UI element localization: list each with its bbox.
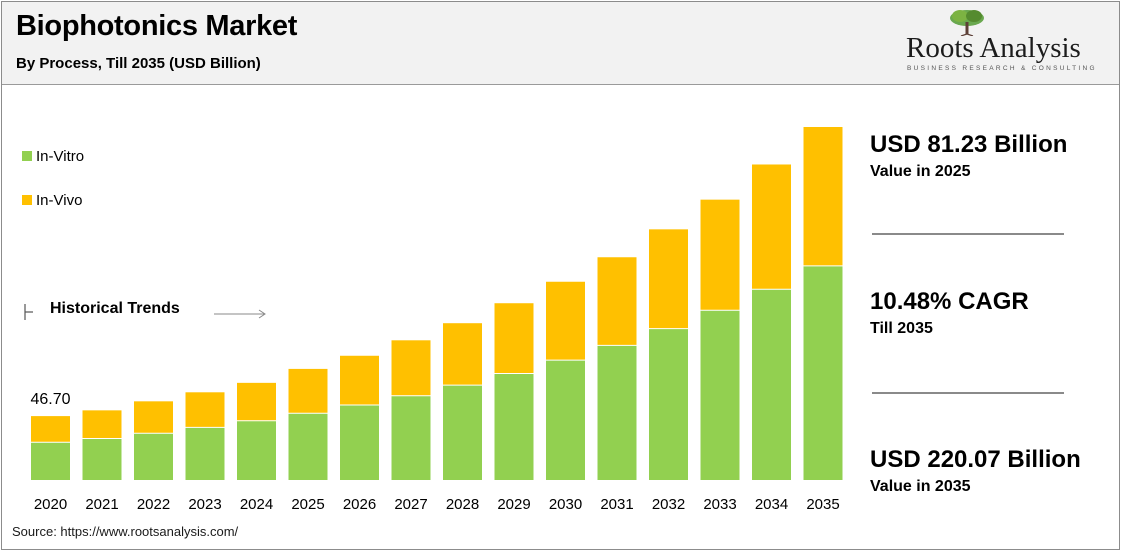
bar-in-vitro-2032 xyxy=(649,328,688,480)
bar-in-vitro-2020 xyxy=(31,442,70,480)
bracket-icon xyxy=(24,304,33,320)
bar-in-vitro-2028 xyxy=(443,385,482,480)
legend-item-in-vitro: In-Vitro xyxy=(22,148,84,165)
x-tick-label: 2032 xyxy=(652,496,685,513)
x-tick-label: 2020 xyxy=(34,496,67,513)
legend-label-in-vitro: In-Vitro xyxy=(36,148,85,165)
legend-item-in-vivo: In-Vivo xyxy=(22,192,82,209)
bar-in-vivo-2030 xyxy=(546,281,585,361)
bar-in-vivo-2024 xyxy=(237,382,276,421)
bar-in-vitro-2021 xyxy=(82,438,122,480)
bar-in-vivo-2032 xyxy=(649,229,688,329)
x-tick-label: 2026 xyxy=(343,496,376,513)
bar-in-vitro-2022 xyxy=(134,433,173,480)
bar-in-vitro-2035 xyxy=(803,265,843,480)
legend-label-in-vivo: In-Vivo xyxy=(36,192,83,209)
bar-in-vivo-2027 xyxy=(391,340,431,396)
page-subtitle: By Process, Till 2035 (USD Billion) xyxy=(16,55,261,72)
bar-in-vivo-2020 xyxy=(31,416,70,443)
kpi-divider xyxy=(872,233,1064,235)
roots-analysis-logo: Roots Analysis BUSINESS RESEARCH & CONSU… xyxy=(902,8,1112,78)
bar-in-vivo-2034 xyxy=(752,164,791,290)
arrow-right-icon xyxy=(214,309,266,319)
x-tick-label: 2030 xyxy=(549,496,582,513)
bar-in-vitro-2030 xyxy=(546,360,585,480)
kpi-value-2035: USD 220.07 Billion Value in 2035 xyxy=(870,446,1081,496)
bar-in-vitro-2029 xyxy=(494,373,534,480)
x-tick-label: 2035 xyxy=(806,496,839,513)
historical-trends-label: Historical Trends xyxy=(50,300,180,317)
x-tick-label: 2033 xyxy=(703,496,736,513)
kpi-2035-label: Value in 2035 xyxy=(870,478,971,495)
kpi-cagr-value: 10.48% CAGR xyxy=(870,288,1029,315)
x-tick-label: 2021 xyxy=(85,496,118,513)
bar-in-vitro-2031 xyxy=(597,345,637,480)
kpi-2025-label: Value in 2025 xyxy=(870,163,971,180)
header-bar: Biophotonics Market By Process, Till 203… xyxy=(2,2,1119,85)
x-tick-label: 2022 xyxy=(137,496,170,513)
page-title: Biophotonics Market xyxy=(16,10,298,42)
x-tick-label: 2023 xyxy=(188,496,221,513)
x-tick-label: 2031 xyxy=(600,496,633,513)
bar-in-vivo-2025 xyxy=(288,368,328,414)
kpi-cagr-label: Till 2035 xyxy=(870,320,933,337)
x-tick-label: 2024 xyxy=(240,496,273,513)
bar-in-vitro-2023 xyxy=(185,427,225,480)
bar-in-vitro-2033 xyxy=(700,310,740,480)
kpi-cagr: 10.48% CAGR Till 2035 xyxy=(870,288,1029,338)
bar-in-vitro-2026 xyxy=(340,405,379,480)
bar-in-vitro-2025 xyxy=(288,413,328,480)
bar-in-vivo-2023 xyxy=(185,392,225,428)
kpi-divider xyxy=(872,392,1064,394)
bar-in-vivo-2035 xyxy=(803,127,843,266)
logo-tagline: BUSINESS RESEARCH & CONSULTING xyxy=(907,65,1097,72)
x-tick-label: 2028 xyxy=(446,496,479,513)
data-label: 46.70 xyxy=(30,391,70,408)
bar-in-vitro-2027 xyxy=(391,395,431,480)
source-note: Source: https://www.rootsanalysis.com/ xyxy=(12,524,239,539)
kpi-2035-value: USD 220.07 Billion xyxy=(870,446,1081,473)
bar-in-vivo-2022 xyxy=(134,401,173,434)
legend-swatch-in-vivo xyxy=(22,195,32,205)
kpi-value-2025: USD 81.23 Billion Value in 2025 xyxy=(870,131,1067,181)
x-tick-label: 2029 xyxy=(497,496,530,513)
bar-in-vivo-2026 xyxy=(340,355,379,406)
tree-icon xyxy=(950,10,984,36)
bar-in-vivo-2031 xyxy=(597,257,637,346)
bar-in-vivo-2028 xyxy=(443,323,482,386)
kpi-2025-value: USD 81.23 Billion xyxy=(870,131,1068,158)
bar-in-vitro-2034 xyxy=(752,289,791,480)
x-tick-label: 2034 xyxy=(755,496,788,513)
bar-in-vivo-2021 xyxy=(82,410,122,439)
bar-in-vivo-2029 xyxy=(494,303,534,374)
logo-name: Roots Analysis xyxy=(906,32,1081,64)
legend-swatch-in-vitro xyxy=(22,151,32,161)
bar-in-vitro-2024 xyxy=(237,420,276,480)
bar-in-vivo-2033 xyxy=(700,199,740,311)
x-tick-label: 2025 xyxy=(291,496,324,513)
x-tick-label: 2027 xyxy=(394,496,427,513)
